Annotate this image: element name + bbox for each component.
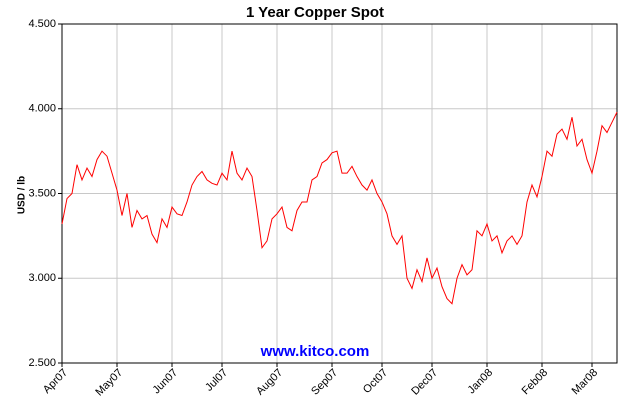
y-tick-label: 4.500 [28,18,56,30]
y-tick-label: 4.000 [28,103,56,115]
x-tick-label: Apr07 [41,367,70,396]
x-tick-label: Sep07 [309,367,340,398]
x-tick-label: Dec07 [409,367,440,398]
x-tick-label: Oct07 [361,367,390,396]
y-tick-label: 2.500 [28,357,56,369]
x-tick-label: Jun07 [150,367,180,397]
price-line [61,111,618,305]
x-tick-label: Mar08 [570,367,601,398]
x-tick-label: Aug07 [254,367,285,398]
y-tick-label: 3.500 [28,187,56,199]
watermark: www.kitco.com [260,343,370,360]
plot-frame [61,23,618,364]
y-axis-label: USD / lb [17,176,28,214]
y-tick-label: 3.000 [28,272,56,284]
x-tick-label: May07 [93,367,125,399]
x-tick-label: Jul07 [203,367,230,394]
x-tick-label: Jan08 [465,367,495,397]
x-tick-label: Feb08 [520,367,551,398]
chart-title: 1 Year Copper Spot [246,4,384,21]
